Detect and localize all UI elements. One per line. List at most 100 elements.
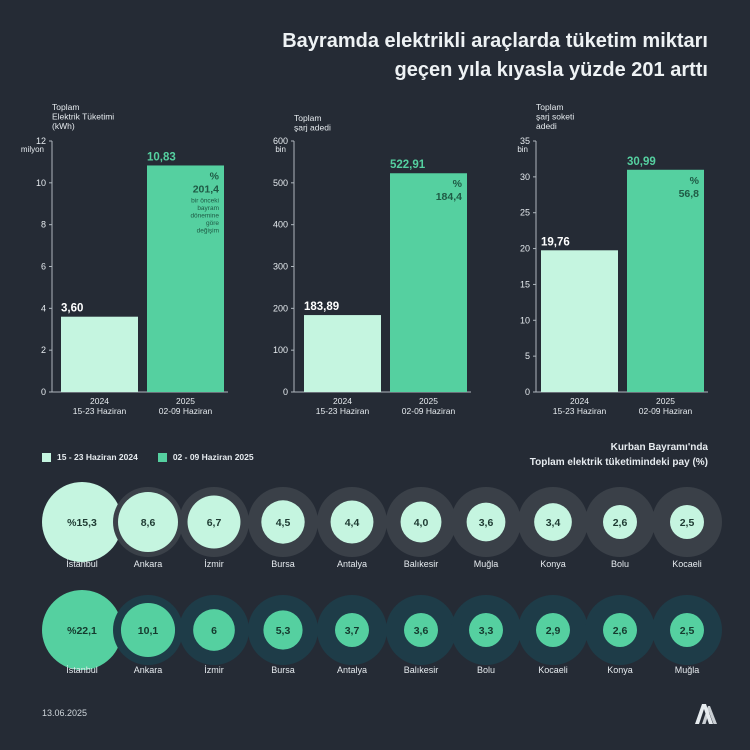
bubble-value-label: 4,5 [276,517,291,529]
bar-2024 [61,316,138,392]
y-tick-label: 0 [525,387,530,397]
share-title-line-2: Toplam elektrik tüketimindeki pay (%) [529,457,708,468]
x-tick-label: 2024 [90,396,109,406]
legend-item-2024: 15 - 23 Haziran 2024 [42,452,138,462]
bubble-city-label: İstanbul [66,665,98,675]
bubble-value-label: 4,4 [345,517,360,529]
legend-item-2025: 02 - 09 Haziran 2025 [157,452,254,462]
y-tick-label: 500 [273,178,288,188]
bar-value-label: 183,89 [304,301,339,313]
bubble-value [120,602,176,658]
bubble-city-label: Kocaeli [538,665,568,675]
x-tick-label: 2025 [419,396,438,406]
ylabel-line: Toplam [52,102,79,112]
ylabel-line: şarj soketi [536,112,574,122]
change-percent-sign: % [690,175,700,187]
bar-2025 [147,165,224,392]
legend-swatch-2025 [157,452,167,462]
bubble-city-label: Muğla [675,665,700,675]
bubble-value-label: %15,3 [67,517,97,529]
unit-label: milyon [21,145,44,154]
x-tick-label: 2025 [176,396,195,406]
bubble-value [330,500,374,544]
unit-label: bin [517,145,528,154]
change-percent-sign: % [453,178,463,190]
change-note-line: bayram [197,205,219,212]
bubble-value-label: 2,9 [546,625,561,637]
bubble-city-label: Antalya [337,665,367,675]
bubble-city-label: Muğla [474,559,499,569]
y-tick-label: 25 [520,208,530,218]
bubble-value [400,501,442,543]
bubble-value-label: 2,6 [613,517,628,529]
ylabel-line: Toplam [536,102,563,112]
x-tick-label: 02-09 Haziran [639,406,693,416]
bubble-value [466,502,506,542]
bubble-city-label: İzmir [204,665,224,675]
bubble-city-label: Kocaeli [672,559,702,569]
bubble-city-label: Bursa [271,665,295,675]
change-note-line: bir önceki [191,197,219,204]
bar-value-label: 3,60 [61,303,83,315]
y-tick-label: 12 [36,136,46,146]
bar-value-label: 522,91 [390,159,426,171]
x-tick-label: 2024 [570,396,589,406]
bubble-value-label: 3,4 [546,517,561,529]
share-title: Kurban Bayramı'nda Toplam elektrik tüket… [530,440,708,470]
bubble-value-label: 2,5 [680,517,695,529]
legend-label-2025: 02 - 09 Haziran 2025 [172,452,254,462]
bubble-value [263,610,303,650]
bubble-value-label: %22,1 [67,625,97,637]
y-tick-label: 30 [520,172,530,182]
title-line-2: geçen yıla kıyasla yüzde 201 arttı [394,59,708,81]
y-tick-label: 400 [273,220,288,230]
bubble-city-label: Balıkesir [404,665,439,675]
y-tick-label: 15 [520,279,530,289]
bubble-city-label: Bolu [611,559,629,569]
bar-value-label: 10,83 [147,151,176,163]
bubble-value [469,613,503,647]
y-tick-label: 20 [520,244,530,254]
x-tick-label: 15-23 Haziran [553,406,607,416]
aa-logo-icon [695,704,717,724]
bubble-value [603,505,637,539]
bubble-value-label: 6,7 [207,517,222,529]
bubble-value-label: 6 [211,625,217,637]
bubble-city-label: Konya [607,665,633,675]
ylabel-line: adedi [536,121,557,131]
x-tick-label: 15-23 Haziran [73,406,127,416]
bubble-value-label: 3,6 [414,625,429,637]
bubble-city-label: Bolu [477,665,495,675]
bubble-value-label: 10,1 [138,625,159,637]
change-note-line: dönemine [190,212,219,219]
legend: 15 - 23 Haziran 2024 02 - 09 Haziran 202… [42,452,254,462]
x-tick-label: 2024 [333,396,352,406]
bar-2024 [541,250,618,392]
bubble-value [670,505,704,539]
y-tick-label: 100 [273,345,288,355]
title-line-1: Bayramda elektrikli araçlarda tüketim mi… [282,30,708,52]
bubble-value-label: 3,6 [479,517,494,529]
y-tick-label: 200 [273,303,288,313]
page-title: Bayramda elektrikli araçlarda tüketim mi… [188,27,708,85]
bubble-value [118,492,178,552]
bubble-value [536,613,570,647]
change-value: 184,4 [436,191,462,203]
y-tick-label: 2 [41,345,46,355]
bubble-value [193,609,235,651]
change-percent-sign: % [210,170,220,182]
x-tick-label: 02-09 Haziran [159,406,213,416]
bubble-value-label: 5,3 [276,625,291,637]
x-tick-label: 02-09 Haziran [402,406,456,416]
legend-label-2024: 15 - 23 Haziran 2024 [57,452,138,462]
publish-date: 13.06.2025 [42,708,88,718]
bubble-city-label: Ankara [134,665,163,675]
bubble-value [42,590,122,670]
ylabel-line: Toplam [294,113,321,123]
y-tick-label: 35 [520,136,530,146]
bar-value-label: 30,99 [627,156,656,168]
bubble-value [534,503,572,541]
bar-2025 [627,169,704,392]
bubble-value-label: 8,6 [141,517,156,529]
bubble-value-label: 3,3 [479,625,494,637]
